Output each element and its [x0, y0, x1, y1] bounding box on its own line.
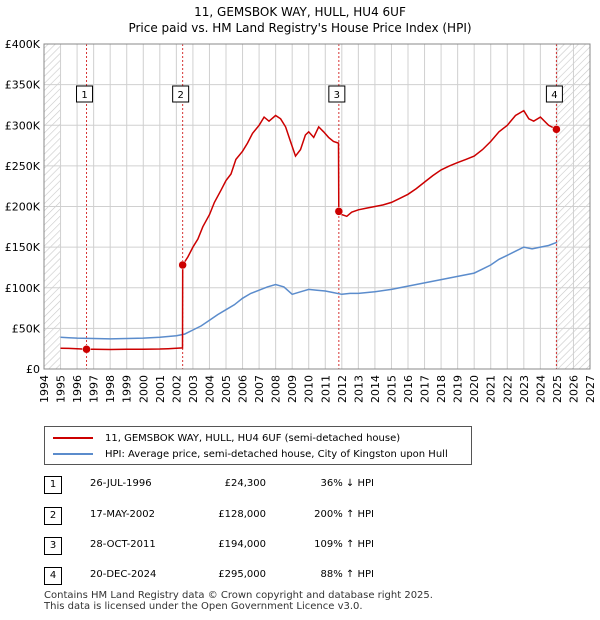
x-tick-label: 2011 — [319, 375, 332, 403]
x-tick-label: 2002 — [170, 375, 183, 403]
transaction-marker — [82, 345, 91, 354]
title-line-1: 11, GEMSBOK WAY, HULL, HU4 6UF — [194, 5, 406, 19]
footer-license: This data is licensed under the Open Gov… — [44, 601, 363, 612]
footer-copyright: Contains HM Land Registry data © Crown c… — [44, 590, 433, 601]
transaction-marker — [334, 207, 344, 216]
y-tick-label: £400K — [5, 38, 41, 51]
transaction-row: 4 20-DEC-2024 £295,000 88% ↑ HPI — [44, 567, 464, 587]
x-tick-label: 2019 — [452, 375, 465, 403]
transaction-number-badge: 3 — [44, 537, 62, 555]
legend-item-hpi: HPI: Average price, semi-detached house,… — [53, 447, 448, 461]
x-tick-label: 1995 — [55, 375, 68, 403]
y-tick-label: £300K — [5, 119, 41, 132]
x-tick-label: 2023 — [518, 375, 531, 403]
y-tick-label: £250K — [5, 160, 41, 173]
transaction-price: £128,000 — [218, 509, 266, 520]
x-tick-label: 2020 — [468, 375, 481, 403]
hpi-line — [60, 241, 558, 340]
legend: 11, GEMSBOK WAY, HULL, HU4 6UF (semi-det… — [44, 426, 472, 465]
transaction-label-box — [545, 85, 563, 103]
x-tick-label: 2007 — [253, 375, 266, 403]
transaction-number-badge: 2 — [44, 507, 62, 525]
x-tick-label: 2013 — [352, 375, 365, 403]
x-tick-label: 2006 — [237, 375, 250, 403]
legend-item-property: 11, GEMSBOK WAY, HULL, HU4 6UF (semi-det… — [53, 431, 400, 445]
x-tick-label: 2024 — [534, 375, 547, 403]
price-chart: 1 2 3 4 £0 £50K £100K £150K £200K £250K £300K £350… — [5, 38, 597, 403]
transaction-label-box — [328, 85, 346, 103]
transaction-price: £24,300 — [224, 478, 266, 489]
transaction-marker — [178, 260, 187, 270]
x-tick-label: 2008 — [270, 375, 283, 403]
transaction-label-number: 2 — [177, 90, 183, 101]
plot-frame — [43, 43, 591, 370]
transaction-label-box — [172, 85, 190, 103]
x-tick-label: 2010 — [303, 375, 316, 403]
x-tick-label: 2027 — [584, 375, 597, 403]
transaction-hpi-change: 200% ↑ HPI — [314, 509, 374, 520]
transaction-label-number: 4 — [551, 90, 557, 101]
x-tick-label: 2025 — [551, 375, 564, 403]
transaction-hpi-change: 36% ↓ HPI — [320, 478, 374, 489]
transaction-marker — [552, 125, 561, 134]
transaction-date: 26-JUL-1996 — [90, 478, 152, 489]
x-tick-label: 1997 — [88, 375, 101, 403]
x-tick-label: 2001 — [154, 375, 167, 403]
footer: Contains HM Land Registry data © Crown c… — [44, 590, 433, 612]
x-tick-label: 2000 — [137, 375, 150, 403]
transaction-hpi-change: 109% ↑ HPI — [314, 539, 374, 550]
y-tick-label: £200K — [5, 201, 41, 214]
x-tick-label: 2014 — [369, 375, 382, 403]
transaction-number-badge: 4 — [44, 567, 62, 585]
transaction-row: 2 17-MAY-2002 £128,000 200% ↑ HPI — [44, 507, 464, 527]
transaction-row: 1 26-JUL-1996 £24,300 36% ↓ HPI — [44, 476, 464, 496]
transaction-row: 3 28-OCT-2011 £194,000 109% ↑ HPI — [44, 537, 464, 557]
transaction-label-number: 1 — [81, 90, 87, 101]
transaction-number-badge: 1 — [44, 476, 62, 494]
x-tick-label: 2004 — [203, 375, 216, 403]
chart-title: 11, GEMSBOK WAY, HULL, HU4 6UF Price pai… — [0, 4, 600, 36]
legend-label-hpi: HPI: Average price, semi-detached house,… — [105, 448, 448, 460]
legend-label-property: 11, GEMSBOK WAY, HULL, HU4 6UF (semi-det… — [105, 432, 401, 444]
y-tick-label: £50K — [12, 322, 41, 335]
y-tick-label: £0 — [26, 363, 40, 376]
transaction-label-box — [76, 85, 94, 103]
x-tick-label: 2009 — [286, 375, 299, 403]
y-tick-label: £100K — [5, 282, 41, 295]
x-tick-label: 2017 — [419, 375, 432, 403]
x-tick-label: 1998 — [104, 375, 117, 403]
x-tick-label: 2021 — [485, 375, 498, 403]
legend-swatch-property — [53, 437, 93, 439]
x-tick-label: 2016 — [402, 375, 415, 403]
x-tick-label: 2005 — [220, 375, 233, 403]
legend-swatch-hpi — [53, 453, 93, 455]
transaction-price: £295,000 — [218, 569, 266, 580]
x-tick-label: 1996 — [71, 375, 84, 403]
transaction-date: 28-OCT-2011 — [90, 539, 156, 550]
transaction-hpi-change: 88% ↑ HPI — [320, 569, 374, 580]
transaction-label-number: 3 — [334, 90, 340, 101]
transaction-date: 20-DEC-2024 — [90, 569, 157, 580]
transaction-price: £194,000 — [218, 539, 266, 550]
title-line-2: Price paid vs. HM Land Registry's House … — [128, 21, 472, 35]
x-tick-label: 1994 — [38, 375, 51, 403]
x-tick-label: 2003 — [187, 375, 200, 403]
transaction-date: 17-MAY-2002 — [90, 509, 156, 520]
x-tick-label: 2022 — [501, 375, 514, 403]
property-price-line — [60, 109, 557, 351]
x-tick-label: 2018 — [435, 375, 448, 403]
x-tick-label: 2012 — [336, 375, 349, 403]
x-tick-label: 2015 — [385, 375, 398, 403]
y-tick-label: £350K — [5, 79, 41, 92]
y-tick-label: £150K — [5, 241, 41, 254]
x-tick-label: 1999 — [121, 375, 134, 403]
x-tick-label: 2026 — [567, 375, 580, 403]
